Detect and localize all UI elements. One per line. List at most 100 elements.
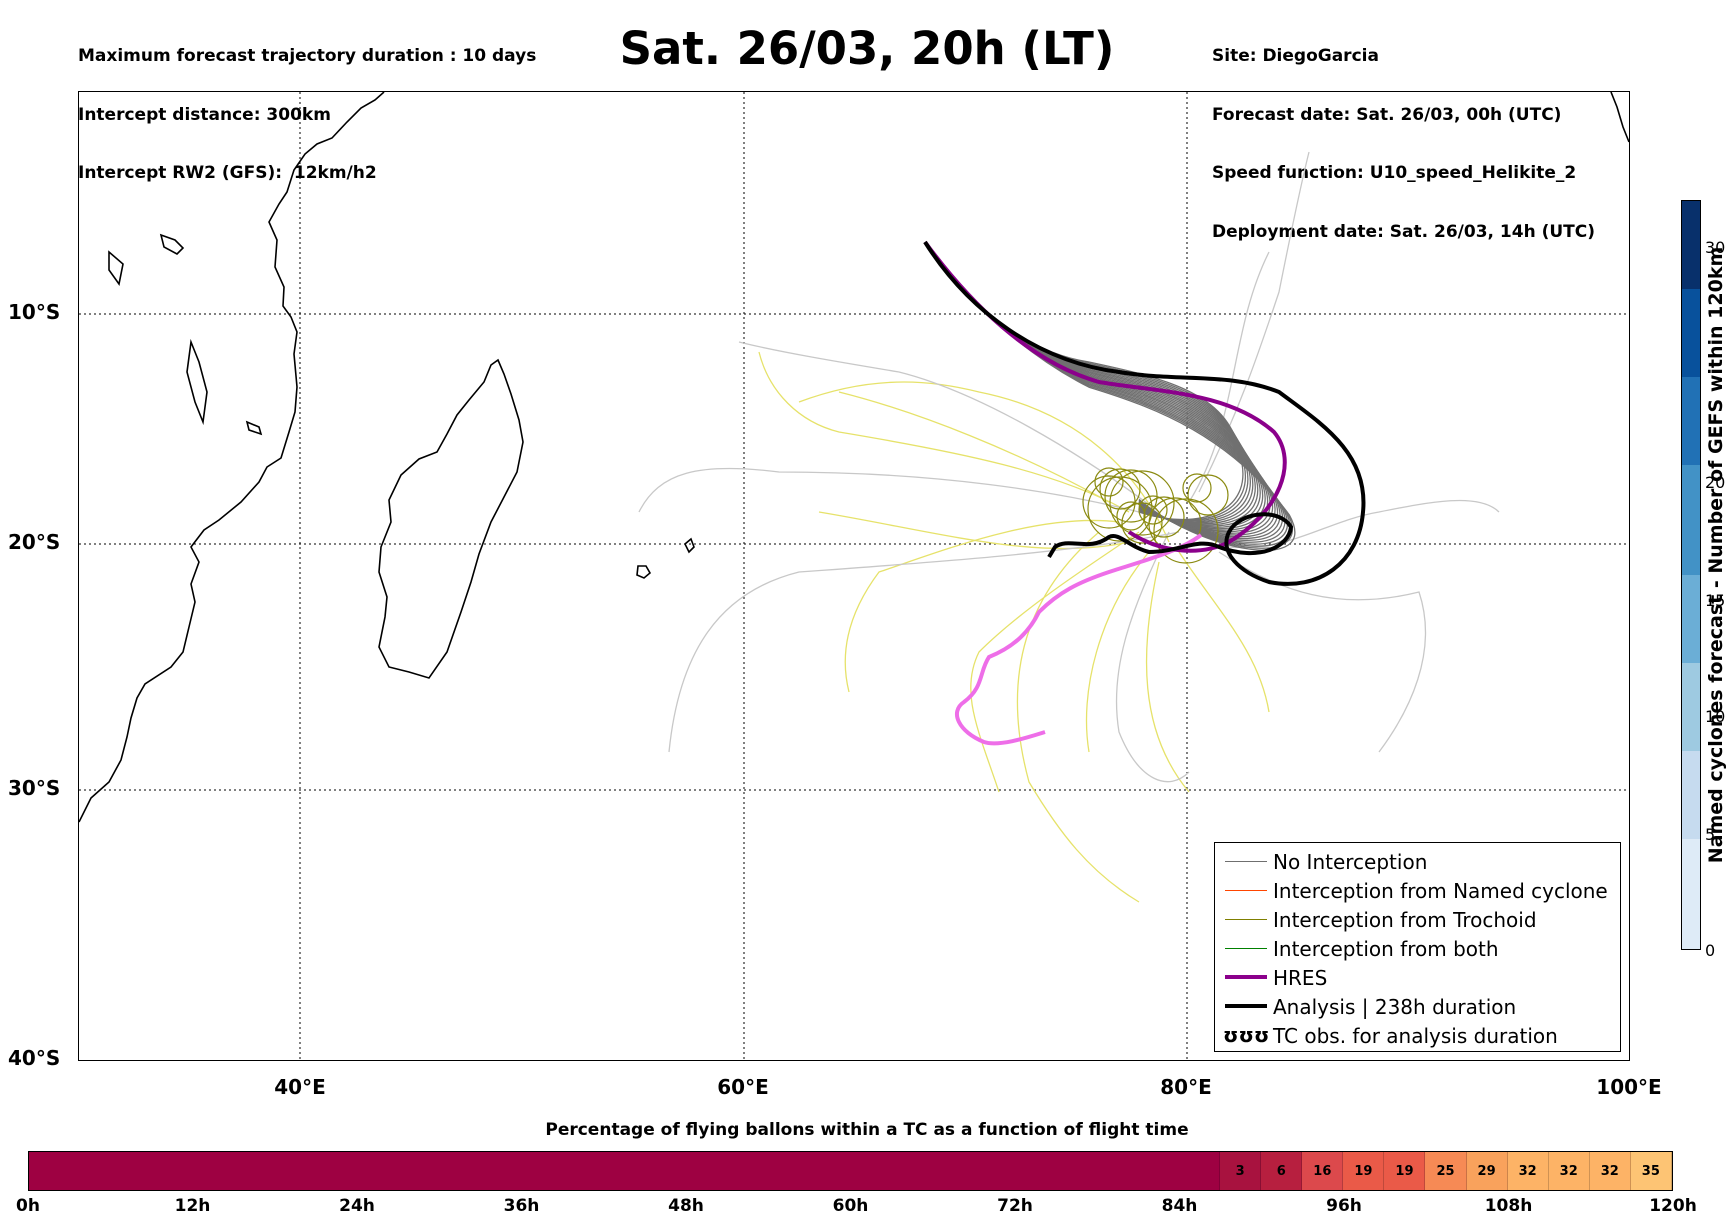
yellow-trajectory: [798, 381, 1170, 543]
trochoid-loop: [1143, 496, 1185, 538]
yellow-trajectory: [844, 519, 1120, 693]
flight-bar-tick-label: 36h: [503, 1196, 540, 1216]
gefs-colorbar-segment: [1682, 201, 1700, 223]
flight-bar-cell: 32: [1507, 1152, 1549, 1190]
tc-obs-symbol-icon: ʊʊʊ: [1223, 1023, 1270, 1047]
sri-lanka-fragment: [1610, 91, 1630, 143]
flight-bar-tick-label: 84h: [1161, 1196, 1198, 1216]
flight-bar-cell: 3: [1220, 1152, 1262, 1190]
map-canvas: [78, 91, 1630, 1060]
site-text: Site: DiegoGarcia: [1212, 46, 1379, 66]
gefs-colorbar-segment: [1682, 685, 1700, 707]
gefs-colorbar-segment: [1682, 575, 1700, 597]
gefs-colorbar-segment: [1682, 597, 1700, 619]
flight-bar-cell: 16: [1302, 1152, 1344, 1190]
reunion-island: [684, 537, 695, 554]
hres-trajectory: [923, 240, 1287, 553]
flight-bar-cell: [29, 1152, 1221, 1190]
speed-function-text: Speed function: U10_speed_Helikite_2: [1212, 163, 1577, 183]
gefs-colorbar-segment: [1682, 311, 1700, 333]
gefs-colorbar-segment: [1682, 245, 1700, 267]
yellow-trajectory: [1016, 531, 1140, 903]
trochoid-loop: [1099, 468, 1141, 510]
africa-coast: [78, 91, 385, 823]
gefs-colorbar-segment: [1682, 355, 1700, 377]
flight-bar-title: Percentage of flying ballons within a TC…: [545, 1120, 1189, 1140]
legend-item-analysis: Analysis | 238h duration: [1215, 992, 1620, 1021]
gefs-tick-10: 10: [1705, 707, 1726, 726]
map-gridlines: [79, 92, 1629, 1060]
gefs-colorbar-segment: [1682, 487, 1700, 509]
gefs-colorbar-segment: [1682, 729, 1700, 751]
gefs-colorbar-segment: [1682, 883, 1700, 905]
gefs-colorbar-segment: [1682, 399, 1700, 421]
flight-bar-tick-label: 48h: [668, 1196, 704, 1216]
light-grey-trajectory: [1115, 531, 1190, 783]
comoros-island: [245, 420, 263, 436]
yellow-trajectory: [1145, 561, 1190, 793]
lon-label-80e: 80°E: [1160, 1075, 1212, 1099]
flight-bar-cell: 19: [1384, 1152, 1426, 1190]
intercept-rw2-text: Intercept RW2 (GFS): 12km/h2: [78, 163, 377, 183]
lon-label-60e: 60°E: [717, 1075, 769, 1099]
gefs-colorbar-segment: [1682, 553, 1700, 575]
flight-bar-cell: 32: [1589, 1152, 1631, 1190]
flight-bar-tick-label: 108h: [1484, 1196, 1533, 1216]
seychelles-fragment: [159, 233, 185, 255]
flight-time-colorbar: 3 6 16 19 19 25 29 32 32 32 35: [28, 1151, 1673, 1191]
pemba-fragment: [108, 250, 124, 286]
gefs-colorbar-segment: [1682, 905, 1700, 927]
trochoid-loop: [1138, 495, 1168, 525]
gefs-colorbar-segment: [1682, 333, 1700, 355]
gefs-colorbar-segment: [1682, 531, 1700, 553]
coastlines: [78, 91, 1630, 823]
gefs-colorbar-segment: [1682, 663, 1700, 685]
legend-item-hres: HRES: [1215, 963, 1620, 992]
gefs-colorbar-segment: [1682, 443, 1700, 465]
gefs-colorbar: [1681, 200, 1701, 950]
light-grey-trajectory: [638, 467, 1140, 513]
lat-label-10s: 10°S: [8, 300, 61, 324]
lon-label-100e: 100°E: [1596, 1075, 1662, 1099]
flight-bar-tick-label: 24h: [339, 1196, 375, 1216]
site-info-block: Site: DiegoGarcia Forecast date: Sat. 26…: [1212, 8, 1595, 262]
page-title: Sat. 26/03, 20h (LT): [619, 22, 1115, 75]
gefs-colorbar-segment: [1682, 795, 1700, 817]
gefs-colorbar-segment: [1682, 641, 1700, 663]
max-duration-text: Maximum forecast trajectory duration : 1…: [78, 46, 537, 66]
gefs-colorbar-label: Named cyclones forecast - Number of GEFS…: [1705, 246, 1727, 864]
lon-label-40e: 40°E: [274, 1075, 326, 1099]
light-grey-trajectory: [1188, 251, 1270, 503]
trochoid-loop: [1087, 476, 1153, 542]
gefs-colorbar-segment: [1682, 509, 1700, 531]
gefs-colorbar-segment: [1682, 927, 1700, 949]
yellow-trajectory: [818, 511, 1130, 550]
tc-observed-track: [954, 533, 1203, 746]
gefs-colorbar-segment: [1682, 377, 1700, 399]
flight-bar-tick-label: 60h: [832, 1196, 869, 1216]
light-grey-trajectory: [668, 531, 1180, 753]
gefs-tick-20: 20: [1705, 473, 1726, 492]
gefs-colorbar-segment: [1682, 817, 1700, 839]
flight-bar-tick-label: 12h: [174, 1196, 211, 1216]
map-legend: No Interception Interception from Named …: [1214, 842, 1621, 1052]
flight-bar-cell: 29: [1466, 1152, 1508, 1190]
gefs-colorbar-segment: [1682, 861, 1700, 883]
mozambique-channel-island: [186, 338, 208, 426]
gefs-tick-5: 5: [1705, 825, 1716, 844]
gefs-tick-0: 0: [1705, 941, 1716, 960]
trochoid-loop: [1116, 501, 1146, 531]
lat-label-30s: 30°S: [8, 776, 61, 800]
yellow-trajectory: [1178, 551, 1270, 713]
legend-item-tc-obs: ʊʊʊ TC obs. for analysis duration: [1223, 1023, 1558, 1048]
gefs-colorbar-segment: [1682, 773, 1700, 795]
trochoid-loop: [1109, 470, 1175, 536]
gefs-colorbar-segment: [1682, 267, 1700, 289]
analysis-trajectory: [923, 240, 1366, 586]
flight-bar-tick-label: 72h: [997, 1196, 1033, 1216]
lat-label-40s: 40°S: [8, 1046, 61, 1070]
yellow-trajectory: [838, 391, 1110, 503]
trajectory-map[interactable]: [78, 91, 1630, 1061]
deployment-date-text: Deployment date: Sat. 26/03, 14h (UTC): [1212, 221, 1596, 242]
light-grey-trajectory: [1218, 551, 1427, 753]
